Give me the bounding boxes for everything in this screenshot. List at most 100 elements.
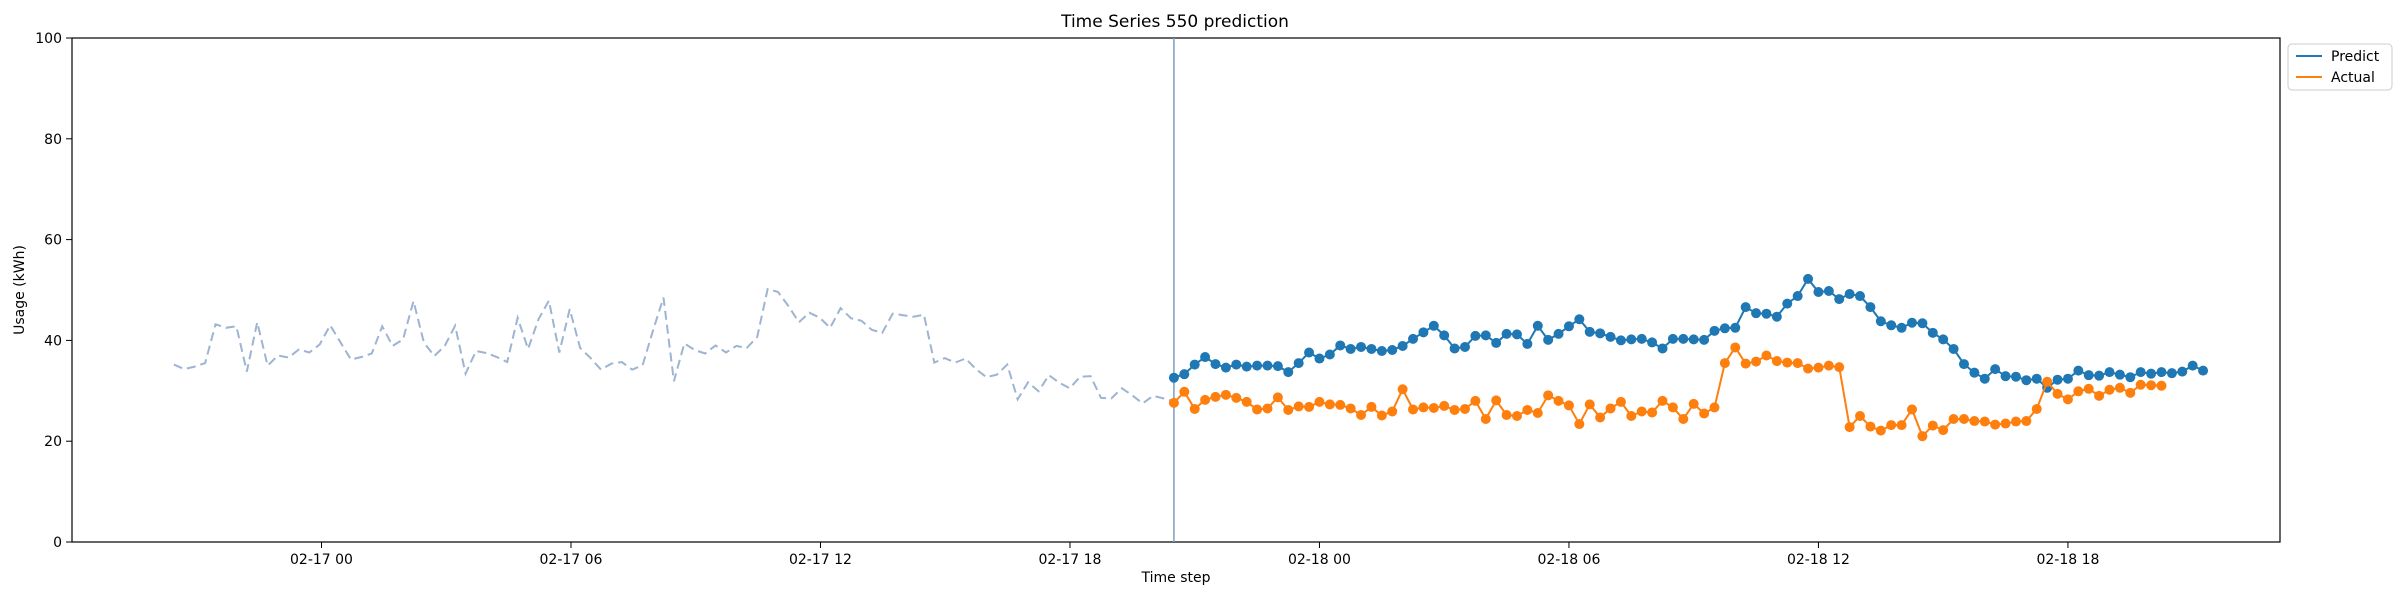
predict-point [2135, 367, 2146, 378]
predict-point [1459, 341, 1470, 352]
actual-point [1678, 414, 1689, 425]
actual-point [2083, 383, 2094, 394]
actual-point [1293, 401, 1304, 412]
predict-point [1231, 359, 1242, 370]
actual-point [1730, 342, 1741, 353]
predict-point [1917, 318, 1928, 329]
predict-point [1844, 289, 1855, 300]
actual-point [1855, 411, 1866, 421]
actual-point [1803, 363, 1814, 374]
actual-point [1532, 407, 1543, 418]
chart-title: Time Series 550 prediction [1060, 12, 1289, 32]
predict-point [1335, 340, 1346, 351]
history-line [173, 287, 1175, 405]
predict-point [1324, 349, 1335, 360]
legend-actual-label: Actual [2331, 70, 2375, 86]
predict-point [1293, 358, 1304, 369]
predict-point [1345, 343, 1356, 354]
predict-point [1792, 291, 1803, 302]
actual-point [1657, 395, 1668, 406]
actual-point [1304, 401, 1315, 412]
predict-point [1688, 334, 1699, 345]
actual-point [1356, 409, 1367, 420]
predict-point [2198, 365, 2209, 376]
actual-point [1480, 414, 1491, 425]
actual-point [2010, 416, 2021, 427]
legend[interactable]: Predict Actual [2287, 43, 2393, 91]
predict-point [1896, 322, 1907, 333]
actual-point [1189, 403, 1200, 414]
actual-point [1927, 420, 1938, 431]
actual-point [1563, 400, 1574, 411]
predict-point [1730, 322, 1741, 333]
actual-point [1751, 356, 1762, 367]
actual-point [1179, 386, 1190, 397]
predict-point [1189, 359, 1200, 370]
predict-point [1262, 360, 1273, 371]
x-tick-label: 02-17 06 [540, 552, 603, 568]
actual-point [2062, 394, 2073, 405]
actual-point [1366, 401, 1377, 412]
actual-point [1771, 356, 1782, 367]
predict-point [1522, 338, 1533, 349]
predict-point [1813, 287, 1824, 298]
predict-point [1272, 361, 1283, 372]
actual-point [2125, 387, 2136, 398]
predict-point [1855, 291, 1866, 302]
actual-point [1470, 395, 1481, 406]
actual-point [1324, 399, 1335, 410]
actual-point [1667, 402, 1678, 413]
actual-point [1990, 419, 2001, 430]
predict-point [1449, 343, 1460, 354]
actual-point [1210, 391, 1221, 402]
actual-point [1314, 396, 1325, 407]
predict-point [1605, 331, 1616, 342]
predict-point [1543, 334, 1554, 345]
predict-point [2062, 373, 2073, 384]
predict-point [2177, 366, 2188, 377]
x-tick-label: 02-17 00 [290, 552, 353, 568]
actual-point [1761, 350, 1772, 361]
predict-point [2010, 371, 2021, 382]
actual-point [2156, 380, 2167, 391]
predict-point [1969, 367, 1980, 378]
actual-point [2000, 418, 2011, 429]
actual-point [1647, 407, 1658, 418]
predict-line [1173, 277, 2204, 390]
y-tick-label: 80 [44, 132, 62, 148]
y-tick-label: 60 [44, 233, 62, 249]
predict-point [1428, 320, 1439, 331]
predict-point [1408, 333, 1419, 344]
actual-point [1615, 396, 1626, 407]
actual-point [1605, 403, 1616, 414]
actual-point [1907, 404, 1917, 415]
actual-point [1387, 406, 1398, 417]
forecast-series [1168, 273, 2209, 442]
predict-point [1491, 337, 1502, 348]
actual-point [1501, 409, 1512, 420]
actual-point [1511, 411, 1522, 421]
predict-point [1252, 360, 1263, 371]
predict-point [1678, 333, 1689, 344]
actual-point [1584, 399, 1595, 410]
predict-point [1626, 334, 1637, 345]
actual-point [1428, 402, 1439, 413]
predict-point [1709, 325, 1720, 336]
predict-point [1958, 359, 1969, 370]
predict-point [2146, 368, 2157, 379]
predict-series [1168, 273, 2209, 393]
actual-point [1709, 402, 1720, 413]
predict-point [1470, 330, 1481, 341]
predict-point [1771, 311, 1782, 322]
predict-point [1875, 316, 1886, 327]
actual-point [2073, 386, 2084, 397]
predict-point [2125, 372, 2136, 383]
actual-point [1948, 414, 1959, 425]
actual-point [2114, 382, 2125, 393]
predict-point [2187, 360, 2198, 371]
actual-point [1979, 416, 1990, 427]
predict-point [1719, 323, 1730, 334]
legend-predict-label: Predict [2331, 49, 2380, 65]
predict-point [1210, 359, 1221, 370]
